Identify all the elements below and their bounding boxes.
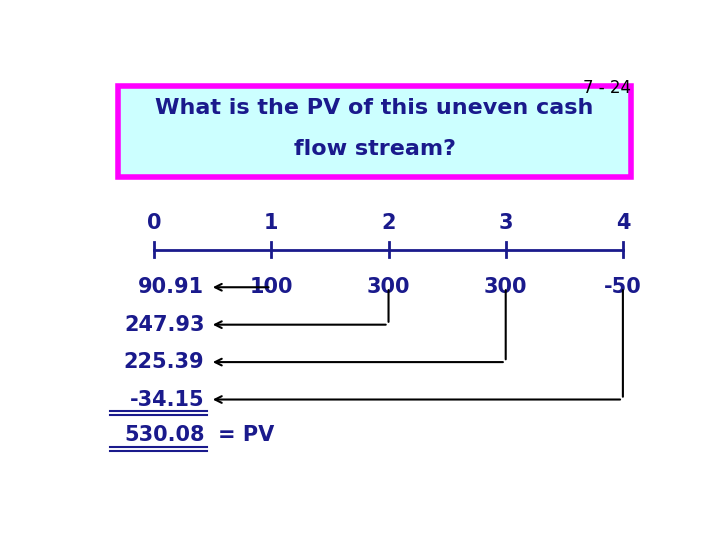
Text: 100: 100 [250,277,293,297]
Text: 225.39: 225.39 [124,352,204,372]
Text: 90.91: 90.91 [138,277,204,297]
Text: 1: 1 [264,213,279,233]
Text: 4: 4 [616,213,630,233]
Text: What is the PV of this uneven cash: What is the PV of this uneven cash [156,98,594,118]
Text: = PV: = PV [218,425,274,445]
Text: 300: 300 [366,277,410,297]
Text: -34.15: -34.15 [130,389,204,409]
Text: 2: 2 [382,213,396,233]
Text: 530.08: 530.08 [124,425,204,445]
FancyBboxPatch shape [118,85,631,177]
Text: -50: -50 [604,277,642,297]
Text: flow stream?: flow stream? [294,139,456,159]
Text: 300: 300 [484,277,528,297]
Text: 0: 0 [147,213,161,233]
Text: 7 - 24: 7 - 24 [583,79,631,97]
Text: 3: 3 [498,213,513,233]
Text: 247.93: 247.93 [124,315,204,335]
